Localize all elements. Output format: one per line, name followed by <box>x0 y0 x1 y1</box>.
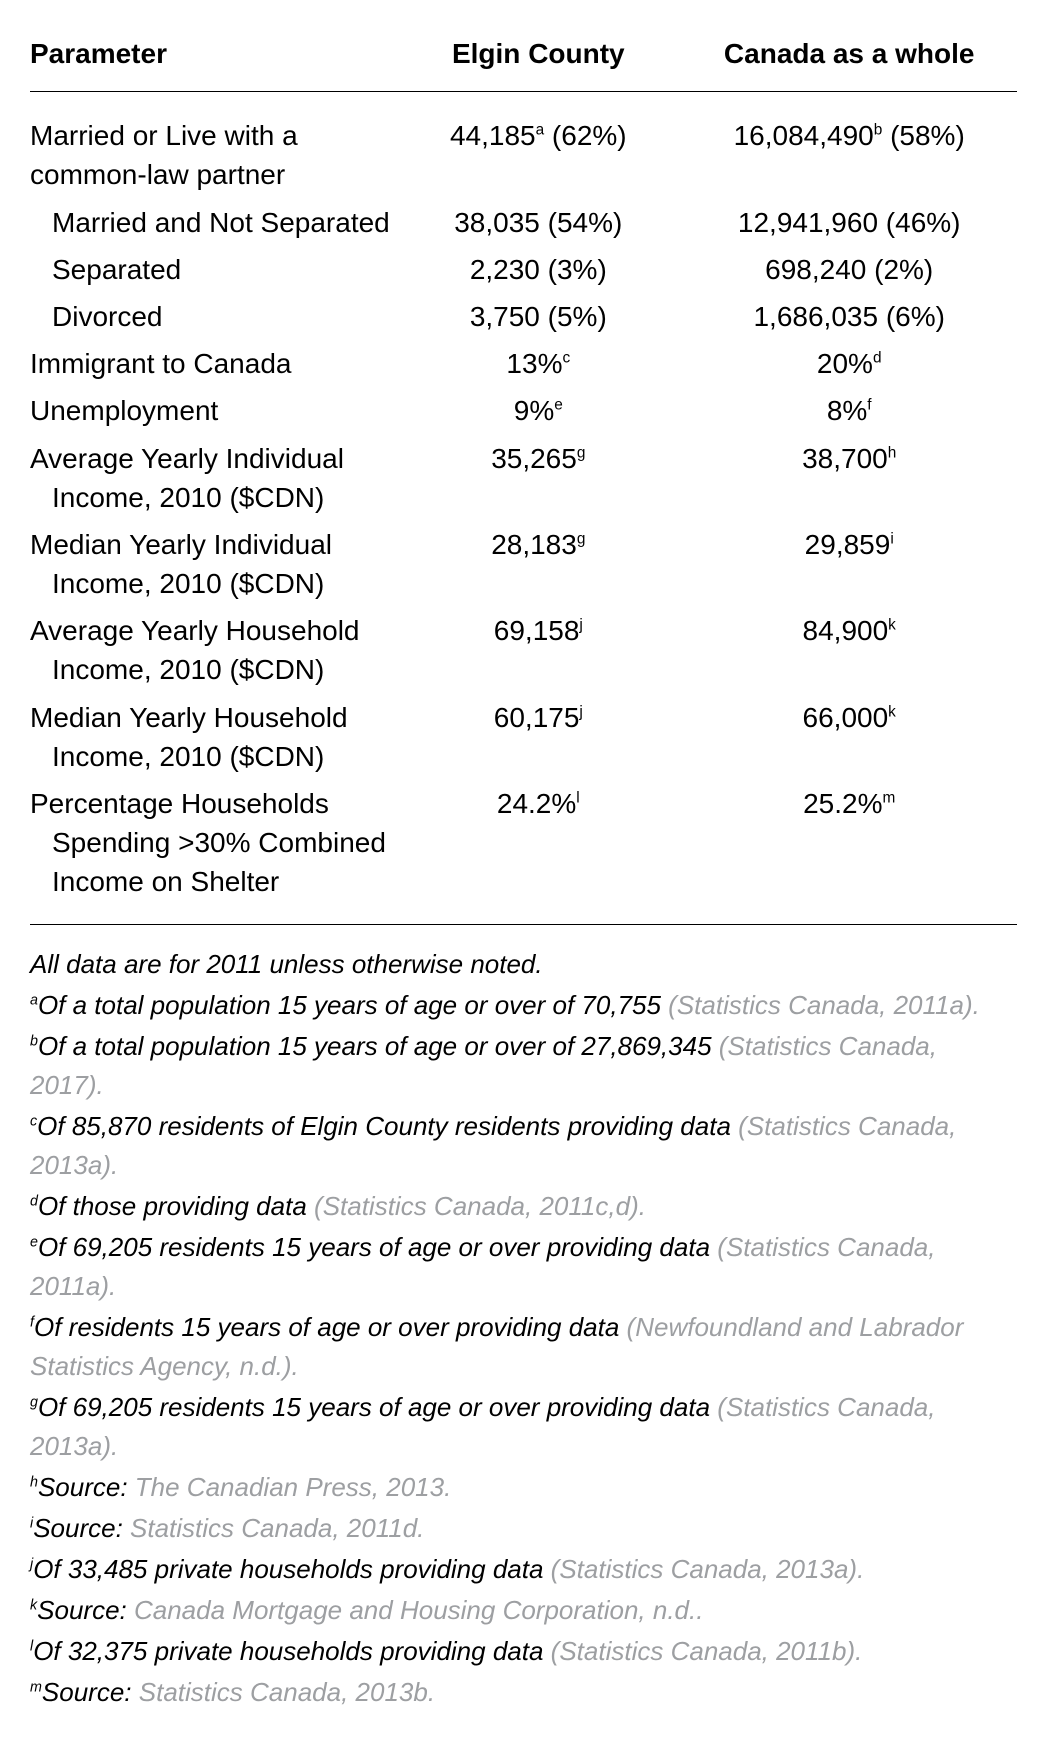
footnote: hSource: The Canadian Press, 2013. <box>30 1468 1017 1507</box>
footnote-reference: Statistics Canada, 2011c,d <box>323 1191 630 1221</box>
footnote: jOf 33,485 private households providing … <box>30 1550 1017 1589</box>
elgin-cell: 24.2%l <box>395 780 681 906</box>
param-cell: Separated <box>30 246 395 293</box>
footnote: dOf those providing data (Statistics Can… <box>30 1187 1017 1226</box>
footnote-reference: Canada Mortgage and Housing Corporation,… <box>134 1595 696 1625</box>
table-row: Average Yearly Individual Income, 2010 (… <box>30 435 1017 521</box>
param-cell: Unemployment <box>30 387 395 434</box>
footnote-reference: Statistics Canada, 2011b <box>559 1636 846 1666</box>
param-cell: Average Yearly Individual Income, 2010 (… <box>30 435 395 521</box>
elgin-cell: 44,185a (62%) <box>395 92 681 199</box>
footnote: iSource: Statistics Canada, 2011d. <box>30 1509 1017 1548</box>
canada-cell: 12,941,960 (46%) <box>681 199 1017 246</box>
footnote-reference: Statistics Canada, 2011a <box>677 990 964 1020</box>
table-row: Married and Not Separated38,035 (54%)12,… <box>30 199 1017 246</box>
header-elgin: Elgin County <box>395 20 681 92</box>
footnote-intro: All data are for 2011 unless otherwise n… <box>30 945 1017 984</box>
footnote: eOf 69,205 residents 15 years of age or … <box>30 1228 1017 1306</box>
elgin-cell: 9%e <box>395 387 681 434</box>
param-cell: Immigrant to Canada <box>30 340 395 387</box>
table-row: Unemployment9%e8%f <box>30 387 1017 434</box>
footnote: mSource: Statistics Canada, 2013b. <box>30 1673 1017 1712</box>
table-row: Median Yearly Individual Income, 2010 ($… <box>30 521 1017 607</box>
footnote-reference: Statistics Canada, 2011d <box>130 1513 417 1543</box>
footnote-reference: The Canadian Press, 2013 <box>135 1472 444 1502</box>
elgin-cell: 2,230 (3%) <box>395 246 681 293</box>
param-cell: Average Yearly Household Income, 2010 ($… <box>30 607 395 693</box>
footnote: gOf 69,205 residents 15 years of age or … <box>30 1388 1017 1466</box>
canada-cell: 20%d <box>681 340 1017 387</box>
table-row: Average Yearly Household Income, 2010 ($… <box>30 607 1017 693</box>
canada-cell: 25.2%m <box>681 780 1017 906</box>
elgin-cell: 28,183g <box>395 521 681 607</box>
table-row: Married or Live with a common-law partne… <box>30 92 1017 199</box>
param-cell: Married or Live with a common-law partne… <box>30 92 395 199</box>
footnote: fOf residents 15 years of age or over pr… <box>30 1308 1017 1386</box>
canada-cell: 38,700h <box>681 435 1017 521</box>
header-canada: Canada as a whole <box>681 20 1017 92</box>
elgin-cell: 35,265g <box>395 435 681 521</box>
canada-cell: 84,900k <box>681 607 1017 693</box>
table-row: Divorced3,750 (5%)1,686,035 (6%) <box>30 293 1017 340</box>
param-cell: Percentage Households Spending >30% Comb… <box>30 780 395 906</box>
footnote: kSource: Canada Mortgage and Housing Cor… <box>30 1591 1017 1630</box>
footnotes-section: All data are for 2011 unless otherwise n… <box>30 924 1017 1712</box>
canada-cell: 16,084,490b (58%) <box>681 92 1017 199</box>
footnote: bOf a total population 15 years of age o… <box>30 1027 1017 1105</box>
footnote-reference: Statistics Canada, 2013a <box>559 1554 848 1584</box>
param-cell: Median Yearly Individual Income, 2010 ($… <box>30 521 395 607</box>
footnote-reference: Statistics Canada, 2013b <box>139 1677 428 1707</box>
elgin-cell: 69,158j <box>395 607 681 693</box>
table-row: Percentage Households Spending >30% Comb… <box>30 780 1017 906</box>
table-row: Separated2,230 (3%)698,240 (2%) <box>30 246 1017 293</box>
elgin-cell: 13%c <box>395 340 681 387</box>
canada-cell: 29,859i <box>681 521 1017 607</box>
header-parameter: Parameter <box>30 20 395 92</box>
table-header-row: Parameter Elgin County Canada as a whole <box>30 20 1017 92</box>
table-row: Immigrant to Canada13%c20%d <box>30 340 1017 387</box>
table-body: Married or Live with a common-law partne… <box>30 92 1017 906</box>
canada-cell: 698,240 (2%) <box>681 246 1017 293</box>
param-cell: Divorced <box>30 293 395 340</box>
comparison-table: Parameter Elgin County Canada as a whole… <box>30 20 1017 906</box>
footnote: lOf 32,375 private households providing … <box>30 1632 1017 1671</box>
canada-cell: 8%f <box>681 387 1017 434</box>
elgin-cell: 38,035 (54%) <box>395 199 681 246</box>
table-row: Median Yearly Household Income, 2010 ($C… <box>30 694 1017 780</box>
footnote: cOf 85,870 residents of Elgin County res… <box>30 1107 1017 1185</box>
param-cell: Median Yearly Household Income, 2010 ($C… <box>30 694 395 780</box>
footnote: aOf a total population 15 years of age o… <box>30 986 1017 1025</box>
param-cell: Married and Not Separated <box>30 199 395 246</box>
elgin-cell: 3,750 (5%) <box>395 293 681 340</box>
elgin-cell: 60,175j <box>395 694 681 780</box>
canada-cell: 1,686,035 (6%) <box>681 293 1017 340</box>
canada-cell: 66,000k <box>681 694 1017 780</box>
